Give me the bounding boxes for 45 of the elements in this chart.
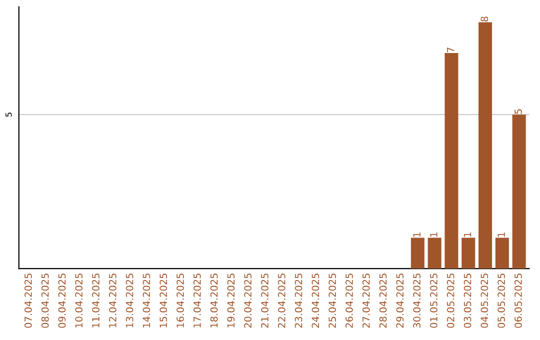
x-tick-label: 24.04.2025 xyxy=(312,274,320,328)
x-tick-label: 25.04.2025 xyxy=(328,274,336,328)
data-label: 1 xyxy=(430,232,438,237)
data-label: 1 xyxy=(498,232,505,237)
x-tick-label: 27.04.2025 xyxy=(362,274,370,328)
x-tick-label: 11.04.2025 xyxy=(92,274,100,328)
x-tick-label: 09.04.2025 xyxy=(58,274,66,328)
x-tick-label: 03.05.2025 xyxy=(464,274,472,328)
x-tick-label: 01.05.2025 xyxy=(430,274,438,328)
bar xyxy=(462,238,476,269)
x-tick-label: 15.04.2025 xyxy=(160,274,168,328)
data-label: 8 xyxy=(480,16,488,22)
bar xyxy=(410,238,424,269)
x-tick-label: 30.04.2025 xyxy=(413,274,420,328)
x-tick-label: 16.04.2025 xyxy=(176,274,184,328)
x-tick-label: 02.05.2025 xyxy=(446,274,454,328)
bar xyxy=(428,238,442,269)
x-tick-label: 23.04.2025 xyxy=(294,274,302,328)
x-tick-label: 14.04.2025 xyxy=(142,274,150,328)
x-tick-label: 12.04.2025 xyxy=(108,274,116,328)
x-tick-label: 04.05.2025 xyxy=(480,274,488,328)
x-tick-label: 05.05.2025 xyxy=(498,274,505,328)
x-tick-label: 07.04.2025 xyxy=(24,274,32,328)
data-label: 5 xyxy=(514,109,522,114)
x-tick-label: 26.04.2025 xyxy=(346,274,353,328)
x-tick-label: 10.04.2025 xyxy=(75,274,83,328)
x-tick-label: 28.04.2025 xyxy=(379,274,387,328)
ref-line-label: 5 xyxy=(6,112,12,117)
bar xyxy=(495,238,509,269)
x-tick-label: 13.04.2025 xyxy=(126,274,134,328)
data-label: 1 xyxy=(464,232,472,237)
x-tick-label: 19.04.2025 xyxy=(227,274,235,328)
x-tick-label: 20.04.2025 xyxy=(244,274,252,328)
x-tick-label: 29.04.2025 xyxy=(396,274,404,328)
x-tick-label: 08.04.2025 xyxy=(41,274,49,328)
x-tick-label: 17.04.2025 xyxy=(193,274,201,328)
bar xyxy=(444,53,458,269)
data-label: 7 xyxy=(447,48,454,52)
x-tick-label: 21.04.2025 xyxy=(261,274,268,328)
x-tick-label: 22.04.2025 xyxy=(278,274,286,328)
x-tick-label: 18.04.2025 xyxy=(210,274,218,328)
x-tick-label: 06.05.2025 xyxy=(514,274,522,328)
bar xyxy=(512,114,526,269)
data-label: 1 xyxy=(413,232,420,237)
bar xyxy=(478,22,492,269)
